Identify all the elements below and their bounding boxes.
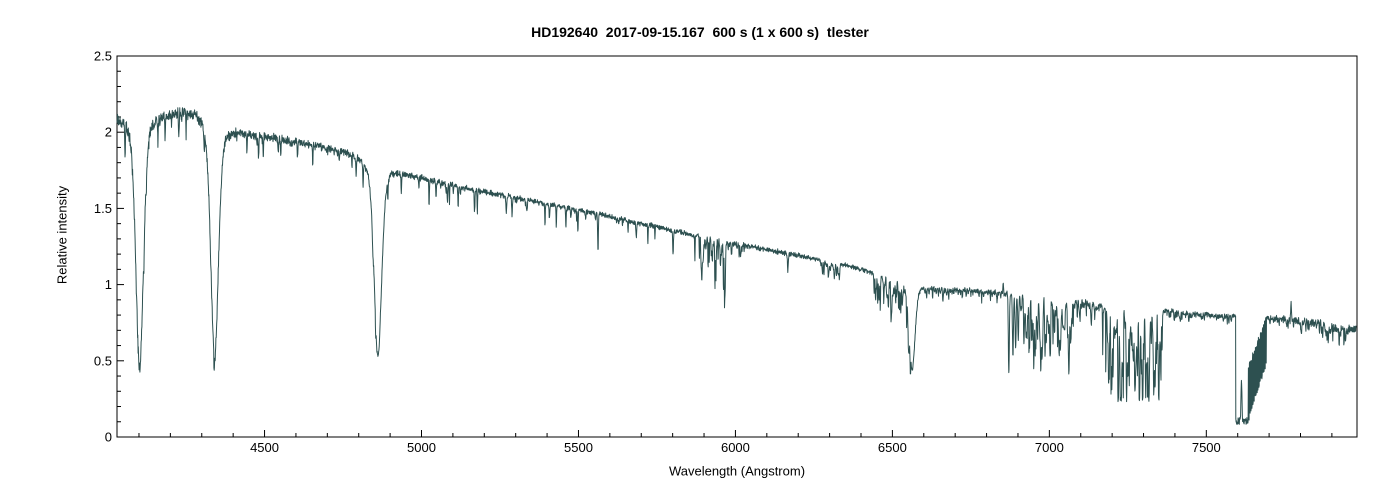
svg-text:5500: 5500 [564,440,593,455]
svg-text:2: 2 [105,125,112,140]
spectrum-line [116,107,1357,425]
axis-tick-labels: 4500 5000 5500 6000 6500 7000 7500 0 0.5 1 1.5 2 2.5 [94,49,1221,456]
axis-ticks [117,55,1333,438]
x-axis-label: Wavelength (Angstrom) [668,463,806,479]
svg-text:7500: 7500 [1192,440,1221,455]
svg-text:1: 1 [105,277,112,292]
svg-text:5000: 5000 [407,440,436,455]
svg-text:0: 0 [105,430,112,445]
plot-frame [116,55,1358,438]
svg-text:6500: 6500 [878,440,907,455]
plot-title: HD192640 2017-09-15.167 600 s (1 x 600 s… [531,24,869,40]
svg-text:1.5: 1.5 [94,201,112,216]
svg-text:0.5: 0.5 [94,353,112,368]
svg-text:7000: 7000 [1035,440,1064,455]
svg-text:6000: 6000 [721,440,750,455]
svg-text:2.5: 2.5 [94,49,112,64]
svg-text:4500: 4500 [250,440,279,455]
